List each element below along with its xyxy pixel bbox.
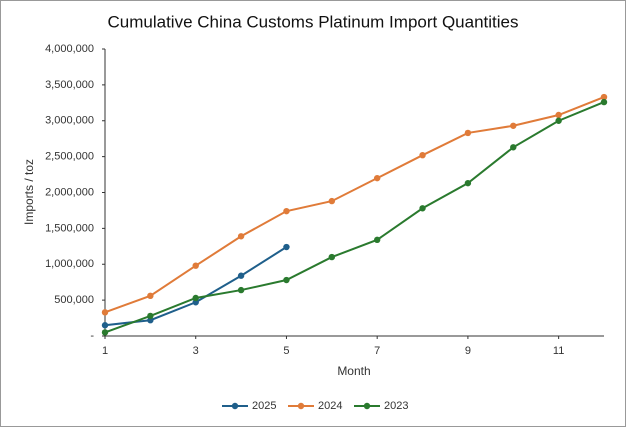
legend-label: 2023 bbox=[384, 400, 408, 412]
data-point bbox=[192, 294, 199, 302]
y-tick-label: 2,000,000 bbox=[45, 186, 94, 198]
legend-marker bbox=[363, 402, 371, 410]
y-tick-label: 3,000,000 bbox=[45, 115, 94, 127]
chart-title: Cumulative China Customs Platinum Import… bbox=[108, 12, 519, 31]
data-point bbox=[328, 253, 336, 261]
x-tick-label: 9 bbox=[465, 345, 471, 357]
y-axis-label: Imports / toz bbox=[22, 159, 36, 225]
data-point bbox=[464, 179, 472, 187]
x-tick-label: 1 bbox=[102, 345, 108, 357]
legend-marker bbox=[297, 402, 305, 410]
data-point bbox=[419, 205, 426, 212]
y-tick-label: 2,500,000 bbox=[45, 151, 94, 163]
data-point bbox=[147, 312, 154, 320]
data-point bbox=[555, 111, 562, 119]
x-tick-label: 3 bbox=[193, 345, 199, 357]
data-point bbox=[237, 286, 245, 294]
y-tick-label: 3,500,000 bbox=[45, 79, 94, 91]
y-tick-label: 1,000,000 bbox=[45, 258, 94, 270]
data-point bbox=[237, 272, 245, 279]
series-line bbox=[104, 96, 605, 314]
series-line bbox=[104, 101, 605, 334]
x-tick-label: 7 bbox=[374, 345, 380, 357]
data-point bbox=[419, 151, 426, 159]
data-point bbox=[283, 243, 290, 251]
x-tick-label: 11 bbox=[553, 345, 564, 357]
data-point bbox=[237, 233, 245, 240]
data-point bbox=[600, 98, 608, 106]
data-point bbox=[510, 122, 517, 129]
data-point bbox=[101, 329, 109, 336]
data-point bbox=[283, 276, 290, 284]
y-tick-label: 1,500,000 bbox=[45, 222, 94, 234]
data-point bbox=[510, 144, 517, 151]
data-point bbox=[464, 129, 472, 137]
data-point bbox=[147, 292, 154, 300]
data-point bbox=[373, 236, 381, 244]
y-tick-label: 4,000,000 bbox=[45, 43, 94, 55]
data-point bbox=[283, 207, 290, 215]
x-axis-label: Month bbox=[337, 364, 370, 378]
legend-label: 2024 bbox=[318, 400, 342, 412]
data-point bbox=[600, 93, 608, 101]
data-point bbox=[555, 117, 562, 124]
data-point bbox=[192, 262, 199, 269]
legend-label: 2025 bbox=[252, 400, 276, 412]
data-point bbox=[328, 197, 336, 205]
legend-marker bbox=[231, 402, 239, 410]
x-tick-label: 5 bbox=[283, 345, 289, 357]
data-point bbox=[101, 322, 109, 329]
data-point bbox=[101, 309, 109, 316]
data-point bbox=[373, 174, 381, 182]
y-tick-label: 500,000 bbox=[54, 294, 94, 306]
y-tick-label: - bbox=[90, 330, 94, 342]
